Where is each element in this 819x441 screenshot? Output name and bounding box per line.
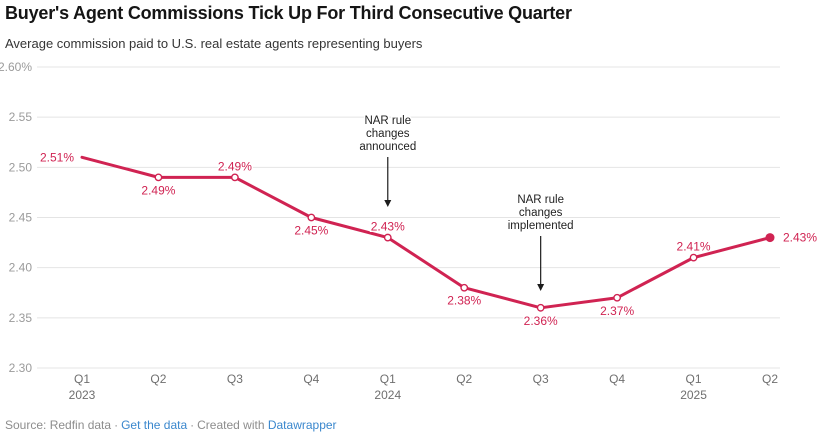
annotation-text: NAR rule bbox=[517, 194, 564, 206]
x-axis-tick-label: Q1 bbox=[686, 372, 702, 386]
data-point-marker[interactable] bbox=[689, 253, 698, 262]
y-axis-tick-label: 2.55 bbox=[9, 110, 33, 124]
chart-footer: Source: Redfin data · Get the data · Created… bbox=[5, 418, 337, 432]
chart-title: Buyer's Agent Commissions Tick Up For Th… bbox=[5, 3, 572, 23]
value-label: 2.45% bbox=[294, 224, 328, 238]
x-axis-tick-label: Q3 bbox=[227, 372, 243, 386]
value-label: 2.49% bbox=[218, 159, 252, 173]
value-label: 2.49% bbox=[141, 183, 175, 197]
value-label: 2.41% bbox=[677, 240, 711, 254]
commission-line-series bbox=[80, 155, 775, 312]
x-axis-tick-label: Q4 bbox=[303, 372, 319, 386]
x-axis-year-label: 2025 bbox=[680, 388, 707, 402]
x-axis-year-label: 2024 bbox=[374, 388, 401, 402]
annotation-text: announced bbox=[359, 141, 416, 153]
y-axis-tick-label: 2.60% bbox=[0, 60, 32, 74]
separator-dot: · bbox=[114, 418, 119, 432]
data-point-marker[interactable] bbox=[765, 233, 775, 243]
value-label: 2.36% bbox=[524, 314, 558, 328]
annotation-text: changes bbox=[519, 207, 563, 219]
data-point-marker[interactable] bbox=[383, 233, 392, 242]
x-axis-tick-label: Q3 bbox=[533, 372, 549, 386]
x-axis-tick-label: Q4 bbox=[609, 372, 625, 386]
created-with-text: Created with bbox=[197, 418, 265, 432]
annotation-arrowhead bbox=[384, 200, 392, 207]
value-labels-layer: 2.51% 2.49% 2.49% 2.45% 2.43% 2.38% 2.36% 2.37%… bbox=[38, 149, 818, 329]
value-label: 2.38% bbox=[447, 294, 481, 308]
y-axis-tick-label: 2.50 bbox=[9, 160, 33, 174]
x-axis-year-label: 2023 bbox=[69, 388, 96, 402]
annotation-text: changes bbox=[366, 128, 410, 140]
x-axis-tick-label: Q2 bbox=[762, 372, 778, 386]
chart-subtitle: Average commission paid to U.S. real est… bbox=[5, 36, 423, 51]
separator-dot: · bbox=[190, 418, 195, 432]
annotation-text: implemented bbox=[508, 220, 574, 232]
source-text: Source: Redfin data bbox=[5, 418, 112, 432]
x-axis-tick-label: Q2 bbox=[456, 372, 472, 386]
data-point-marker[interactable] bbox=[536, 303, 545, 312]
data-point-marker[interactable] bbox=[230, 173, 239, 182]
value-label: 2.43% bbox=[371, 220, 405, 234]
data-point-marker[interactable] bbox=[460, 283, 469, 292]
data-point-marker[interactable] bbox=[613, 293, 622, 302]
gridlines-layer: 2.30 2.35 2.40 2.45 2.50 2.55 2.60% bbox=[0, 60, 780, 375]
data-point-marker[interactable] bbox=[307, 213, 316, 222]
y-axis-tick-label: 2.45 bbox=[9, 211, 33, 225]
value-label: 2.43% bbox=[783, 231, 817, 245]
y-axis-tick-label: 2.40 bbox=[9, 261, 33, 275]
datawrapper-link[interactable]: Datawrapper bbox=[267, 418, 337, 432]
value-label: 2.37% bbox=[600, 304, 634, 318]
x-axis-tick-label: Q2 bbox=[150, 372, 166, 386]
value-label: 2.51% bbox=[40, 150, 74, 164]
x-axis-tick-label: Q1 bbox=[380, 372, 396, 386]
y-axis-tick-label: 2.35 bbox=[9, 311, 33, 325]
x-axis-tick-label: Q1 bbox=[74, 372, 90, 386]
get-the-data-link[interactable]: Get the data bbox=[121, 418, 188, 432]
x-axis-layer: Q1 2023 Q2 Q3 Q4 Q1 2024 Q2 Q3 Q4 Q1 2025 Q2 bbox=[69, 372, 779, 402]
annotation-text: NAR rule bbox=[364, 115, 411, 127]
data-point-marker[interactable] bbox=[154, 173, 163, 182]
annotation-arrowhead bbox=[537, 284, 545, 291]
y-axis-tick-label: 2.30 bbox=[9, 361, 33, 375]
commission-trend-line bbox=[80, 155, 772, 310]
